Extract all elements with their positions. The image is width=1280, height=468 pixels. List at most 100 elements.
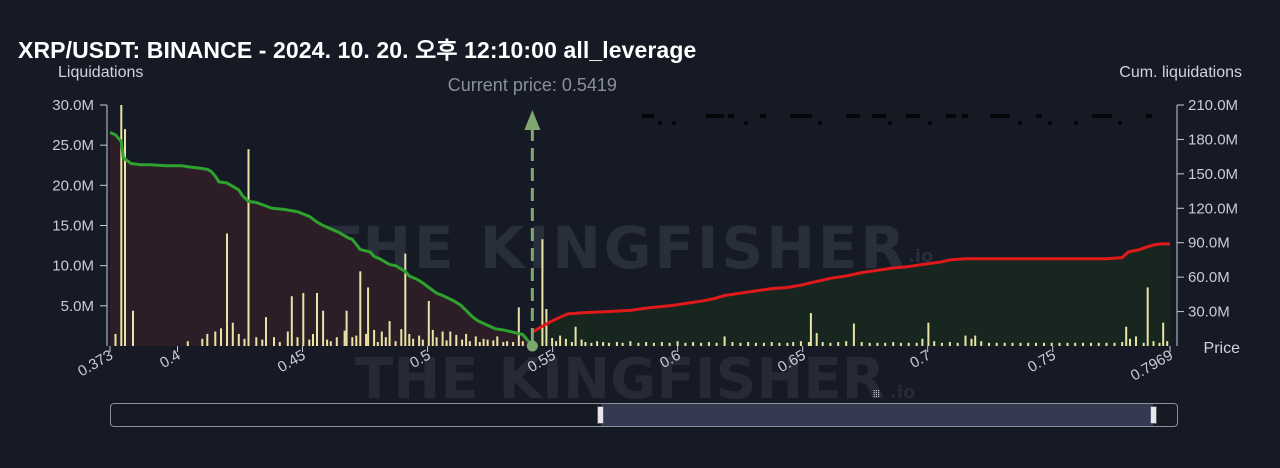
legend-dash [928,121,932,125]
liquidation-bar [1027,342,1030,346]
legend-dash [658,121,662,125]
liquidation-bar [821,342,824,346]
liquidation-bar [517,307,520,346]
liquidation-bar [892,342,895,346]
liquidation-bar [570,342,573,346]
liquidation-bar [474,336,477,346]
legend-dash [728,114,734,118]
x-tick-label: 0.45 [275,347,309,376]
liquidation-bar [770,342,773,346]
liquidation-bar [404,253,407,346]
liquidation-bar [1125,326,1128,346]
liquidation-bar [114,333,117,346]
liquidation-bar [1097,342,1100,346]
liquidation-bar [964,335,967,346]
liquidation-bar [273,337,275,346]
legend-dash [906,114,920,118]
liquidation-bar [1142,342,1145,346]
x-tick-label: 0.7 [907,347,934,372]
liquidation-bar [506,341,509,346]
liquidation-bar [676,341,679,346]
liquidation-bar [302,293,305,346]
liquidation-bar [1011,342,1014,346]
liquidation-bar [739,342,742,346]
right-tick-label: 30.0M [1188,304,1230,321]
liquidation-bar [214,331,217,346]
range-slider-left-handle[interactable] [597,406,604,424]
legend-dash [672,121,676,125]
right-tick-label: 180.0M [1188,131,1238,148]
watermark-text-2: THE KINGFISHER [355,347,885,412]
watermark-text: THE KINGFISHER [320,214,905,282]
liquidation-bar [551,338,554,346]
liquidation-bar [521,341,524,346]
liquidation-bars [114,105,1169,346]
liquidation-bar [421,339,424,346]
liquidation-bar [700,342,703,346]
liquidation-bar [365,333,368,346]
liquidation-bar [455,334,458,346]
liquidation-bar [351,337,354,346]
liquidation-bar [747,342,750,346]
grip-icon[interactable]: ⦙⦙⦙ [873,389,880,400]
left-tick-label: 15.0M [52,218,94,235]
legend-dash [706,114,724,118]
liquidation-bar [394,341,397,346]
liquidation-bar [1146,287,1149,346]
right-axis-title: Cum. liquidations [1119,64,1242,81]
liquidation-bar [388,321,391,346]
liquidation-bar [970,338,973,346]
liquidation-bar [541,239,544,346]
liquidation-bar [1090,342,1092,346]
liquidation-bar [435,337,438,346]
liquidation-bar [278,342,281,346]
liquidation-bar [815,333,818,346]
liquidation-bar [956,342,959,346]
watermark-suffix: .io [908,246,933,267]
liquidation-bar [296,337,299,346]
legend-dash [760,114,766,118]
liquidation-bar [1129,338,1131,346]
liquidation-bar [974,335,977,346]
liquidation-bar [1074,342,1077,346]
legend-dash [1048,121,1052,125]
range-slider[interactable]: ⦙⦙⦙ [110,390,1178,427]
liquidation-bar [933,341,936,346]
range-slider-selection[interactable] [601,404,1153,426]
right-cum-fill [532,243,1170,346]
liquidation-bar [845,341,848,346]
liquidation-bar [512,342,515,346]
liquidation-bar [1121,342,1124,346]
liquidation-bar [1019,342,1022,346]
liquidation-bar [574,326,577,346]
liquidation-bar [355,335,358,346]
liquidation-bar [807,342,810,346]
legend-dash [888,121,892,125]
left-tick-label: 5.0M [61,298,94,315]
liquidation-bar [449,331,452,346]
liquidation-bar [1152,341,1155,346]
range-slider-right-handle[interactable] [1150,406,1157,424]
right-tick-label: 60.0M [1188,269,1230,286]
liquidation-bar [343,330,346,346]
liquidation-bar [940,342,943,346]
liquidation-bar [1058,342,1061,346]
liquidation-bar [1135,336,1137,346]
liquidation-bar [707,342,710,346]
liquidation-bar [1105,342,1108,346]
liquidation-bar [829,342,832,346]
legend-dash [1146,114,1152,118]
liquidation-bar [412,338,415,346]
liquidation-bar [559,335,562,346]
chart-title: XRP/USDT: BINANCE - 2024. 10. 20. 오후 12:… [18,37,697,63]
current-price-label: Current price: 0.5419 [448,75,617,95]
current-price-marker: Current price: 0.5419 [448,75,617,352]
liquidation-bar [359,271,362,346]
liquidation-bar [868,342,871,346]
liquidation-bar [852,323,855,346]
liquidation-bar [326,339,329,346]
liquidation-bar [580,339,583,346]
liquidation-bar [384,337,387,346]
liquidation-bar [607,342,610,346]
